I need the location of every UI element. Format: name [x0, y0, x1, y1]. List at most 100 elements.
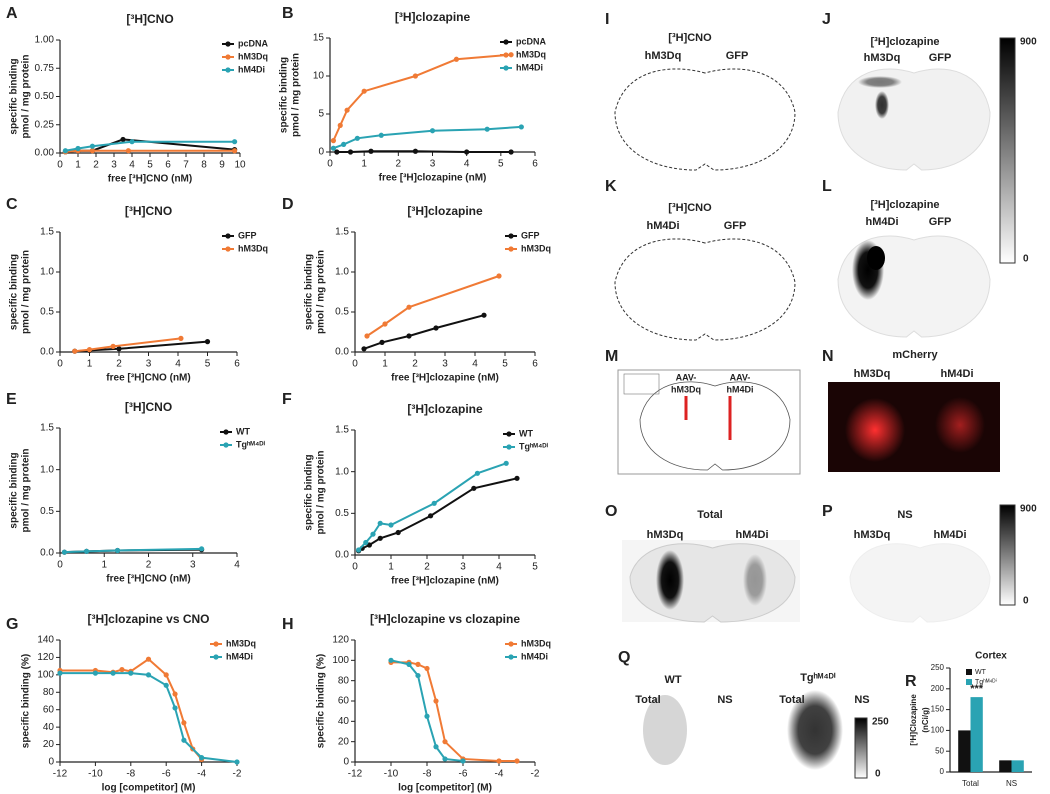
x-tick-label: -6	[162, 769, 171, 780]
x-tick-label: 0	[352, 562, 358, 573]
y-tick-label: 1.5	[335, 227, 349, 238]
legend-marker	[508, 654, 514, 660]
data-point	[474, 470, 480, 476]
data-point	[453, 56, 460, 62]
image-label: hM4Di	[736, 529, 769, 541]
data-point	[464, 149, 470, 155]
data-point	[334, 149, 340, 155]
legend-label: hM3Dq	[226, 638, 256, 648]
x-tick-label: 4	[175, 359, 181, 370]
data-point	[508, 149, 514, 155]
image-label: GFP	[726, 50, 749, 62]
legend-marker	[503, 52, 509, 58]
x-tick-label: -10	[88, 769, 103, 780]
x-axis-label: log [competitor] (M)	[102, 783, 196, 794]
y-tick-label: 1.0	[40, 464, 54, 475]
image-label: NS	[854, 694, 869, 706]
x-tick-label: 0	[57, 160, 63, 171]
data-point	[377, 535, 383, 541]
data-point	[330, 145, 337, 151]
signal	[787, 690, 843, 770]
y-tick-label: 1.00	[35, 35, 55, 46]
legend-marker	[508, 233, 514, 239]
panel-letter: I	[605, 11, 609, 28]
y-axis-label: specific binding	[9, 254, 20, 330]
image-label: [³H]CNO	[668, 32, 712, 44]
y-tick-label: 50	[935, 746, 944, 755]
legend-marker	[503, 65, 509, 71]
legend-marker	[223, 442, 229, 448]
y-tick-label: 15	[313, 33, 325, 44]
image-label: mCherry	[892, 349, 938, 361]
data-point	[116, 346, 122, 352]
legend-marker	[506, 431, 512, 437]
legend-label: Tgʰᴹ⁴ᴰⁱ	[975, 678, 997, 686]
data-point	[232, 148, 238, 154]
legend-label: Tgʰᴹ⁴ᴰⁱ	[519, 440, 548, 451]
legend-marker	[213, 654, 219, 660]
x-tick-label: 2	[146, 560, 152, 571]
data-point	[429, 128, 436, 134]
data-point	[356, 547, 362, 553]
y-tick-label: 0	[318, 147, 324, 158]
y-tick-label: 100	[931, 726, 945, 735]
y-axis-label: specific binding (%)	[316, 654, 327, 748]
data-point	[172, 705, 178, 711]
image-label: hM3Dq	[647, 529, 684, 541]
bar	[999, 760, 1012, 772]
image-label: Total	[635, 694, 660, 706]
legend-swatch	[966, 679, 972, 685]
panel-letter: L	[822, 178, 832, 195]
y-axis-label: [³H]Clozapine	[909, 694, 918, 746]
x-tick-label: -2	[531, 769, 540, 780]
atlas-brain	[639, 381, 791, 471]
data-point	[330, 138, 337, 144]
chart-title: [³H]CNO	[125, 400, 172, 414]
data-point	[364, 333, 370, 339]
legend-label: hM3Dq	[521, 638, 551, 648]
brain-section	[849, 543, 991, 623]
y-tick-label: 1.0	[335, 466, 349, 477]
panel-letter: O	[605, 503, 617, 520]
y-axis-label: pmol / mg protein	[21, 449, 32, 533]
image-label: hM4Di	[866, 216, 899, 228]
colorbar-max: 900	[1020, 37, 1037, 48]
data-point	[178, 335, 184, 341]
y-tick-label: 0.5	[335, 307, 349, 318]
data-point	[433, 325, 439, 331]
series-line	[60, 672, 238, 763]
image-label: [³H]clozapine	[870, 199, 939, 211]
y-tick-label: 20	[338, 736, 350, 747]
brain-outline	[614, 68, 796, 171]
data-point	[460, 758, 466, 764]
x-tick-label: 9	[219, 160, 225, 171]
x-axis-label: free [³H]CNO (nM)	[106, 373, 190, 384]
x-tick-label: 2	[396, 159, 402, 170]
x-tick-label: 5	[498, 159, 504, 170]
legend-label: hM3Dq	[516, 49, 546, 59]
x-axis-label: free [³H]CNO (nM)	[106, 574, 190, 585]
data-point	[415, 672, 421, 679]
panel-letter: M	[605, 348, 618, 365]
y-tick-label: 80	[43, 687, 55, 698]
x-tick-label: 0	[352, 359, 358, 370]
y-axis-label: specific binding	[304, 454, 315, 530]
image-label: Tgʰᴹ⁴ᴰⁱ	[800, 671, 836, 684]
data-point	[433, 744, 439, 750]
x-tick-label: 1	[382, 359, 388, 370]
y-axis-label: specific binding	[304, 254, 315, 330]
y-tick-label: 0.5	[40, 307, 54, 318]
data-point	[428, 513, 434, 519]
data-point	[129, 139, 135, 145]
series-line	[332, 53, 512, 142]
x-tick-label: -8	[126, 769, 135, 780]
series-line	[64, 547, 202, 554]
legend-label: hM3Dq	[521, 243, 551, 253]
x-tick-label: 3	[111, 160, 117, 171]
image-label: hM4Di	[647, 220, 680, 232]
data-point	[406, 661, 412, 668]
legend-label: hM4Di	[516, 62, 543, 72]
data-point	[89, 143, 95, 149]
panel-letter: P	[822, 503, 833, 520]
